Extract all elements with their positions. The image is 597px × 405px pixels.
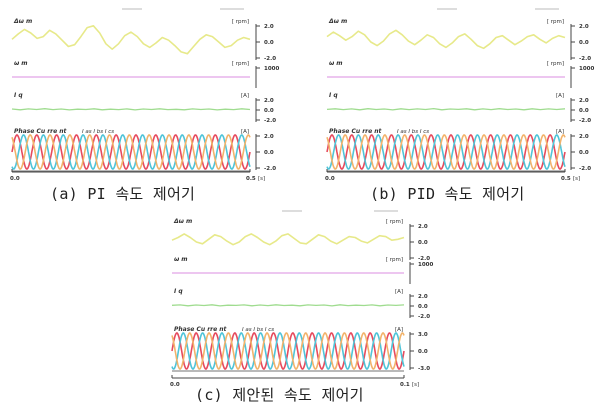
panel-label: Phase Cu rre nt <box>329 128 383 135</box>
x-tick-label: 0.0 <box>10 176 20 182</box>
signal-line <box>171 233 405 246</box>
y-tick-label: 0.0 <box>264 150 274 156</box>
y-tick-label: 0.0 <box>579 150 589 156</box>
panel-label: I q <box>329 92 338 99</box>
panel-unit: [ rpm] <box>386 219 403 225</box>
y-tick-label: 2.0 <box>264 98 274 104</box>
scope-chart-a: Δω m [ rpm] 2.0 0.0 -2.0 ω m [ rpm] 1000 I q [A] 2… <box>10 8 279 182</box>
y-tick-label: 2.0 <box>579 134 589 140</box>
panel-label: I q <box>174 288 183 295</box>
x-tick-label: 0.0 <box>170 382 180 388</box>
y-tick-label: 2.0 <box>264 24 274 30</box>
panel-sublabel: I as I bs I cs <box>242 327 274 333</box>
panel-label: Δω m <box>173 218 192 225</box>
signal-line <box>11 25 251 55</box>
y-tick-label: 0.0 <box>418 304 428 310</box>
y-tick-label: -2.0 <box>264 166 276 172</box>
panel-label: Phase Cu rre nt <box>174 326 228 333</box>
scope-chart-c: Δω m [ rpm] 2.0 0.0 -2.0 ω m [ rpm] 1000 I q [A] 2… <box>170 210 433 388</box>
y-tick-label: 0.0 <box>264 40 274 46</box>
signal-line <box>326 29 566 50</box>
panel-unit: [ rpm] <box>386 257 403 263</box>
x-tick-label: 0.5 <box>246 176 256 182</box>
phase-current-a-line <box>171 332 405 370</box>
y-tick-label: 1000 <box>418 262 433 268</box>
panel-label: Δω m <box>13 18 32 25</box>
y-tick-label: -2.0 <box>264 118 276 124</box>
y-tick-label: 2.0 <box>418 294 428 300</box>
x-axis-unit: [s] <box>258 176 265 182</box>
caption-a: (a) PI 속도 제어기 <box>50 185 196 203</box>
scope-panel-c: Δω m [ rpm] 2.0 0.0 -2.0 ω m [ rpm] 1000 I q [A] 2… <box>168 208 438 388</box>
y-tick-label: 0.0 <box>264 108 274 114</box>
panel-unit: [ rpm] <box>547 19 564 25</box>
y-tick-label: 2.0 <box>264 134 274 140</box>
signal-line <box>171 304 405 307</box>
y-tick-label: -2.0 <box>418 256 430 262</box>
y-tick-label: 1000 <box>264 66 279 72</box>
panel-unit: [ rpm] <box>547 61 564 67</box>
panel-unit: [A] <box>395 327 403 333</box>
phase-current-c-line <box>11 134 251 170</box>
panel-unit: [A] <box>556 129 564 135</box>
y-tick-label: 2.0 <box>579 24 589 30</box>
panel-sublabel: I as I bs I cs <box>82 129 114 135</box>
phase-current-b-line <box>171 332 405 370</box>
panel-label: Δω m <box>328 18 347 25</box>
phase-current-b-line <box>326 134 566 170</box>
panel-unit: [A] <box>556 93 564 99</box>
panel-sublabel: I as I bs I cs <box>397 129 429 135</box>
y-tick-label: -2.0 <box>418 314 430 320</box>
phase-current-c-line <box>326 134 566 170</box>
phase-current-c-line <box>171 332 405 370</box>
y-tick-label: -2.0 <box>579 56 591 62</box>
x-axis-unit: [s] <box>412 382 419 388</box>
signal-line <box>326 107 566 111</box>
y-tick-label: 0.0 <box>418 349 428 355</box>
panel-unit: [ rpm] <box>232 19 249 25</box>
x-axis-unit: [s] <box>573 176 580 182</box>
y-tick-label: -2.0 <box>579 166 591 172</box>
panel-unit: [A] <box>395 289 403 295</box>
panel-unit: [A] <box>241 93 249 99</box>
x-tick-label: 0.1 <box>400 382 410 388</box>
panel-label: ω m <box>14 60 28 67</box>
y-tick-label: 0.0 <box>579 108 589 114</box>
x-tick-label: 0.0 <box>325 176 335 182</box>
y-tick-label: -2.0 <box>264 56 276 62</box>
y-tick-label: 3.0 <box>418 332 428 338</box>
caption-b: (b) PID 속도 제어기 <box>370 185 525 203</box>
panel-unit: [A] <box>241 129 249 135</box>
y-tick-label: -3.0 <box>418 366 430 372</box>
panel-label: Phase Cu rre nt <box>14 128 68 135</box>
phase-current-b-line <box>11 134 251 170</box>
y-tick-label: 0.0 <box>579 40 589 46</box>
y-tick-label: 1000 <box>579 66 594 72</box>
scope-panel-a: Δω m [ rpm] 2.0 0.0 -2.0 ω m [ rpm] 1000 I q [A] 2… <box>8 6 279 182</box>
panel-label: ω m <box>174 256 188 263</box>
phase-current-a-line <box>11 134 251 170</box>
y-tick-label: 0.0 <box>418 240 428 246</box>
panel-label: I q <box>14 92 23 99</box>
y-tick-label: 2.0 <box>579 98 589 104</box>
phase-current-a-line <box>326 134 566 170</box>
y-tick-label: 2.0 <box>418 224 428 230</box>
y-tick-label: -2.0 <box>579 118 591 124</box>
panel-label: ω m <box>329 60 343 67</box>
panel-unit: [ rpm] <box>232 61 249 67</box>
x-tick-label: 0.5 <box>561 176 571 182</box>
scope-chart-b: Δω m [ rpm] 2.0 0.0 -2.0 ω m [ rpm] 1000 I q [A] 2… <box>325 8 594 182</box>
scope-panel-b: Δω m [ rpm] 2.0 0.0 -2.0 ω m [ rpm] 1000 I q [A] 2… <box>323 6 594 182</box>
caption-c: (c) 제안된 속도 제어기 <box>195 386 364 404</box>
signal-line <box>11 108 251 111</box>
